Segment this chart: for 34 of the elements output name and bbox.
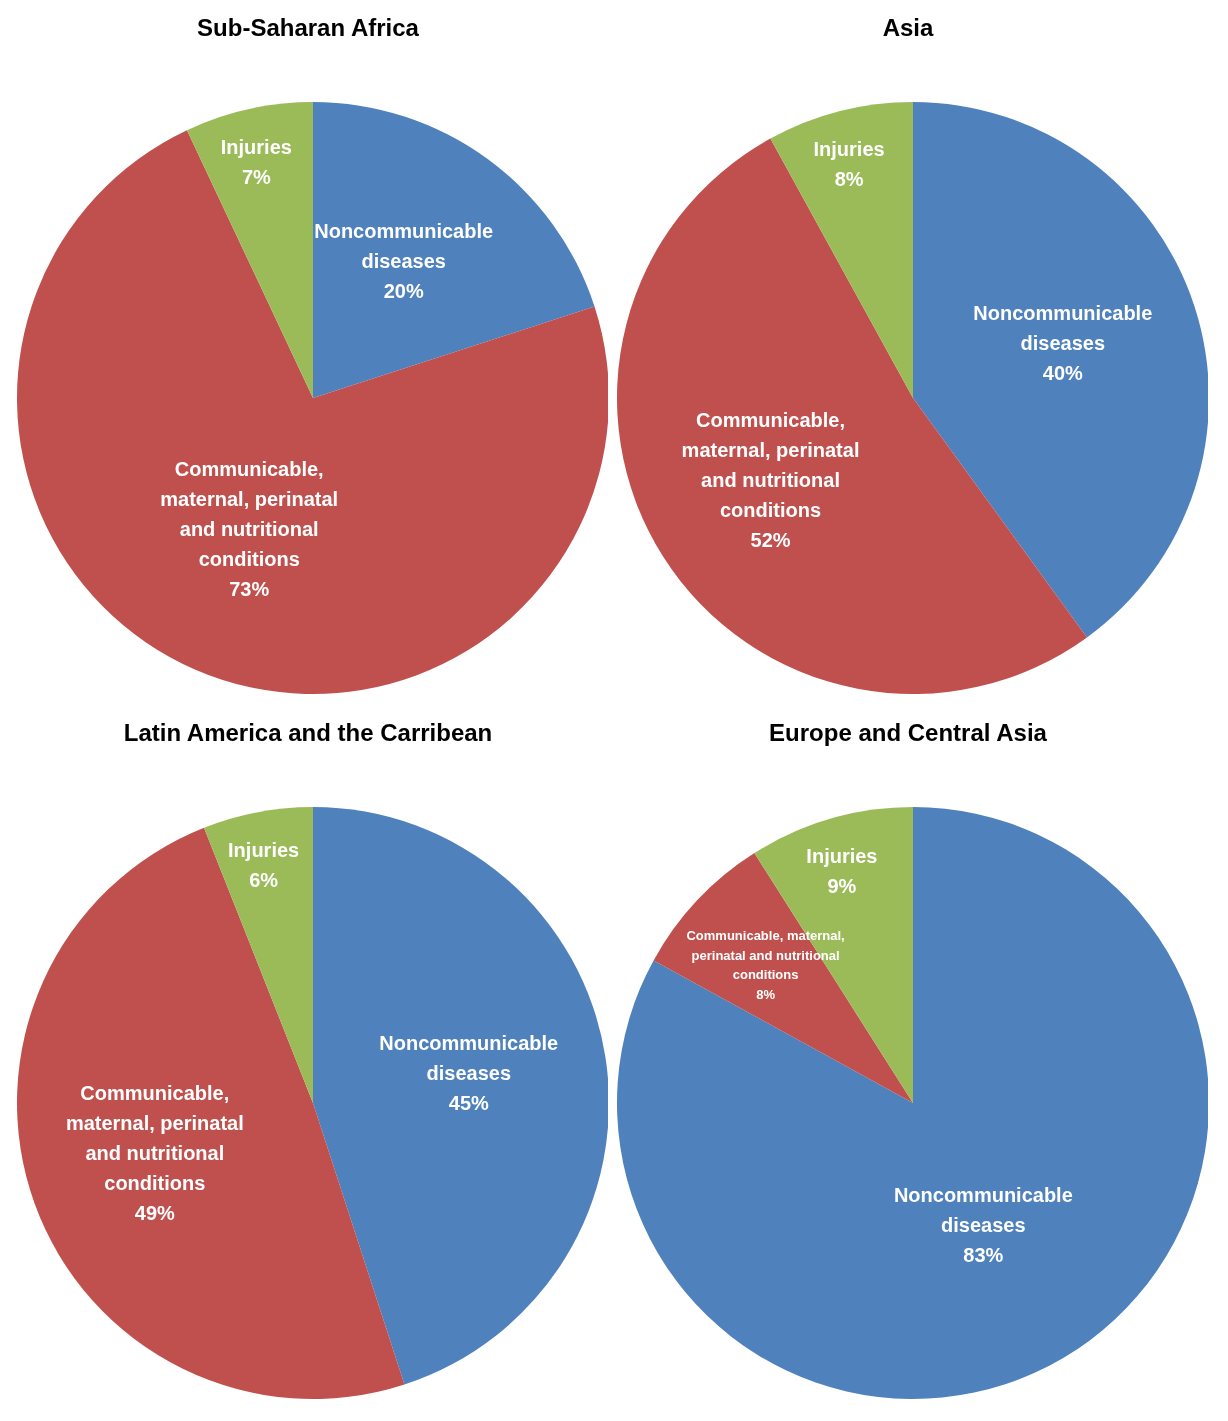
data-label: 40% bbox=[1042, 361, 1084, 384]
data-label: 20% bbox=[383, 280, 424, 303]
pie-slice bbox=[913, 102, 1208, 638]
chart-title: Asia bbox=[881, 13, 935, 43]
slice-label: Communicable, maternal, perinatal and nutritional conditions bbox=[160, 457, 339, 570]
data-label: 9% bbox=[827, 874, 857, 897]
data-label: 8% bbox=[756, 986, 776, 1002]
slice-label: Communicable, maternal, perinatal and nutritional conditions bbox=[65, 1082, 244, 1195]
slice-label: Communicable, maternal, perinatal and nutritional conditions bbox=[681, 409, 860, 522]
slice-label: Injuries bbox=[228, 839, 300, 862]
chart-title: Sub-Saharan Africa bbox=[196, 13, 420, 43]
data-label: 83% bbox=[963, 1244, 1004, 1267]
pie-slice bbox=[17, 130, 608, 694]
slice-label: Noncommunicable diseases bbox=[314, 220, 494, 273]
data-label: 8% bbox=[834, 167, 864, 190]
slice-label: Noncommunicable diseases bbox=[379, 1031, 559, 1084]
slice-label: Noncommunicable diseases bbox=[893, 1184, 1073, 1237]
data-label: 45% bbox=[448, 1091, 490, 1114]
chart-title: Latin America and the Carribean bbox=[122, 718, 494, 748]
slice-label: Injuries bbox=[220, 135, 292, 158]
data-label: 7% bbox=[241, 165, 272, 188]
data-label: 6% bbox=[249, 869, 279, 892]
slice-label: Noncommunicable diseases bbox=[973, 301, 1153, 354]
chart-title: Europe and Central Asia bbox=[768, 718, 1048, 748]
slice-label: Injuries bbox=[813, 137, 885, 160]
pie-slice bbox=[617, 807, 1208, 1399]
slice-label: Injuries bbox=[806, 844, 878, 867]
pie-slice bbox=[313, 807, 608, 1385]
data-label: 49% bbox=[134, 1202, 176, 1225]
pie-slice bbox=[186, 102, 313, 398]
data-label: 73% bbox=[229, 577, 270, 600]
pie-slice bbox=[313, 102, 595, 398]
pie-slice bbox=[770, 102, 913, 398]
data-label: 52% bbox=[750, 529, 791, 552]
